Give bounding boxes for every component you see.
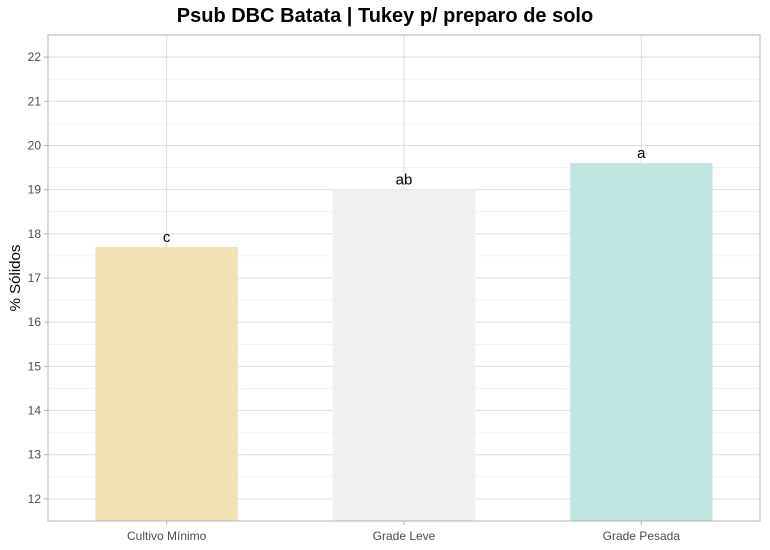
y-tick-label: 16 <box>28 315 42 329</box>
y-tick-label: 14 <box>28 404 42 418</box>
y-tick-label: 17 <box>28 271 42 285</box>
bar-2 <box>332 189 476 522</box>
x-tick-label: Cultivo Mínimo <box>127 529 207 543</box>
data-label: c <box>163 229 171 246</box>
chart-title: Psub DBC Batata | Tukey p/ preparo de so… <box>176 5 594 27</box>
y-axis-title: % Sólidos <box>7 245 24 312</box>
y-tick-label: 21 <box>28 94 42 108</box>
x-tick-label: Grade Leve <box>373 529 436 543</box>
bars <box>95 163 713 522</box>
y-tick-label: 19 <box>28 183 42 197</box>
y-tick-label: 12 <box>28 492 42 506</box>
data-label: a <box>637 145 646 162</box>
x-tick-label: Grade Pesada <box>603 529 681 543</box>
bar-1 <box>95 247 238 521</box>
y-tick-label: 20 <box>28 138 42 152</box>
y-tick-label: 22 <box>28 50 42 64</box>
y-tick-label: 13 <box>28 448 42 462</box>
y-tick-label: 15 <box>28 359 42 373</box>
data-label: ab <box>396 172 413 189</box>
data-labels: c ab a <box>163 145 646 246</box>
y-tick-label: 18 <box>28 227 42 241</box>
axes: 12 13 14 15 16 17 18 19 20 21 22 Cultivo Mínimo Grad… <box>28 50 681 543</box>
bar-3 <box>570 163 713 522</box>
